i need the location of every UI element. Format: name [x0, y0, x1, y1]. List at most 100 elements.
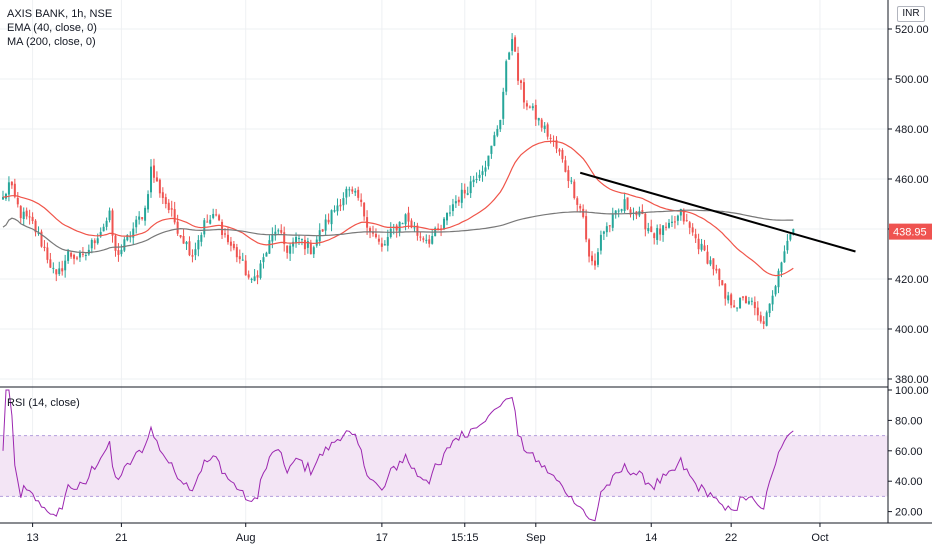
candle-body [289, 245, 292, 254]
candle-body [644, 213, 647, 230]
time-tick-label: 22 [725, 532, 737, 544]
candle-body [511, 39, 514, 51]
candle-body [570, 180, 573, 182]
price-tick-label: 460.00 [895, 174, 929, 186]
candle-body [496, 128, 499, 136]
candle-body [224, 233, 226, 235]
candle-body [446, 212, 448, 221]
candle-body [188, 241, 191, 256]
candle-body [490, 145, 493, 154]
time-tick-label: Aug [236, 532, 256, 544]
candle-body [235, 247, 238, 258]
rsi-band-fill [0, 435, 888, 497]
candle-body [750, 300, 753, 302]
time-tick-label: 17 [376, 532, 388, 544]
rsi-series [2, 389, 794, 522]
legend-symbol[interactable]: AXIS BANK, 1h, NSE [7, 8, 113, 20]
candle-body [312, 247, 315, 255]
candle-body [46, 247, 49, 260]
candle-body [191, 255, 194, 257]
candle-body [520, 80, 522, 83]
candle-body [386, 237, 389, 246]
candle-body [733, 305, 736, 308]
candle-body [295, 236, 298, 244]
candle-body [158, 179, 161, 194]
candle-body [238, 256, 241, 260]
candle-body [114, 235, 117, 251]
candle-body [647, 228, 650, 232]
candle-body [650, 226, 653, 233]
main-legend: AXIS BANK, 1h, NSE EMA (40, close, 0) MA… [7, 7, 112, 49]
candle-body [253, 276, 256, 281]
candle-body [194, 249, 197, 256]
candle-body [90, 240, 93, 249]
candle-body [64, 260, 67, 271]
candle-body [182, 235, 185, 244]
candle-body [413, 227, 416, 229]
candle-body [61, 268, 64, 272]
candle-body [330, 210, 333, 225]
candle-body [25, 210, 28, 217]
candle-body [780, 262, 783, 273]
candle-body [659, 228, 662, 235]
candle-body [505, 61, 508, 92]
candle-body [623, 199, 626, 211]
candle-body [241, 259, 244, 261]
candle-body [703, 245, 706, 251]
candle-body [517, 53, 520, 81]
candle-body [31, 216, 34, 222]
candle-body [762, 321, 765, 325]
rsi-tick-label: 20.00 [895, 507, 923, 519]
candle-body [271, 234, 274, 242]
candle-body [40, 231, 43, 247]
candle-body [685, 220, 688, 222]
legend-ma[interactable]: MA (200, close, 0) [7, 36, 96, 48]
candle-body [55, 269, 58, 275]
time-tick-label: Oct [811, 532, 828, 544]
candle-body [345, 188, 348, 198]
candle-body [93, 240, 96, 244]
candle-body [665, 226, 668, 228]
candle-body [679, 209, 682, 216]
legend-ema[interactable]: EMA (40, close, 0) [7, 22, 97, 34]
candle-body [472, 179, 475, 183]
candle-body [756, 307, 759, 316]
candle-body [37, 232, 40, 234]
ma-line [2, 209, 794, 254]
candle-body [786, 240, 789, 251]
candle-body [759, 315, 762, 322]
candle-body [688, 222, 691, 228]
candle-body [540, 119, 543, 128]
candle-body [369, 228, 372, 233]
candle-body [22, 211, 25, 220]
candle-body [229, 241, 232, 246]
candle-body [454, 201, 457, 204]
time-tick-label: 13 [26, 532, 38, 544]
price-tick-label: 500.00 [895, 74, 929, 86]
candle-body [150, 166, 152, 193]
candle-body [555, 140, 558, 149]
candle-body [437, 228, 440, 230]
candle-body [265, 252, 268, 257]
candle-body [206, 221, 209, 223]
candle-body [493, 135, 496, 146]
candle-body [28, 216, 31, 218]
candle-body [111, 210, 114, 236]
candle-body [144, 207, 147, 221]
candle-body [277, 230, 280, 232]
candle-body [744, 296, 747, 304]
candle-body [132, 228, 135, 238]
candle-body [78, 252, 81, 258]
candle-body [67, 251, 70, 261]
currency-label[interactable]: INR [897, 6, 925, 22]
candles [2, 33, 795, 330]
candle-body [197, 240, 200, 250]
candle-body [16, 197, 19, 205]
rsi-legend[interactable]: RSI (14, close) [7, 397, 80, 409]
candle-body [537, 117, 540, 121]
candle-body [303, 239, 306, 250]
candle-body [407, 212, 410, 222]
candle-body [564, 160, 567, 172]
candle-body [99, 231, 102, 237]
